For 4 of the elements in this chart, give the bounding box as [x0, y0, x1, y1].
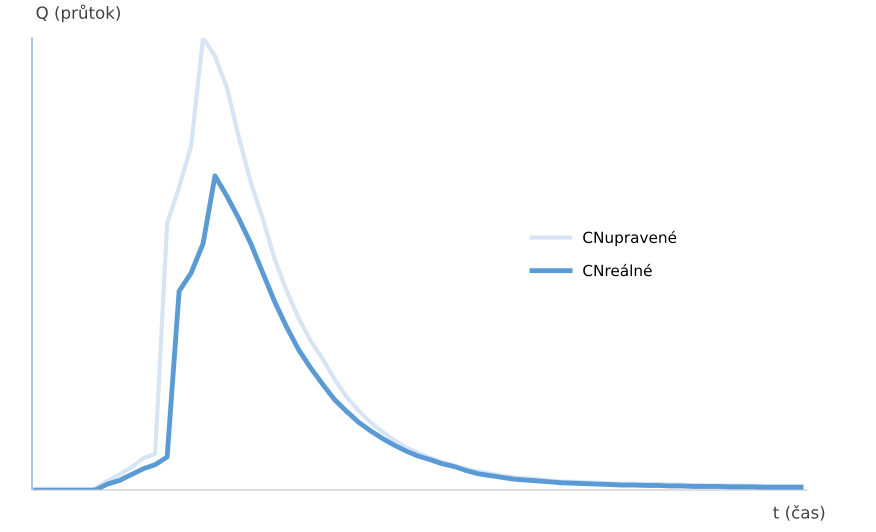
x-axis-title: t (čas) [773, 505, 824, 521]
y-axis-title: Q (průtok) [36, 4, 120, 22]
legend-label: CNupravené [583, 230, 676, 246]
legend-label: CNreálné [583, 264, 652, 276]
